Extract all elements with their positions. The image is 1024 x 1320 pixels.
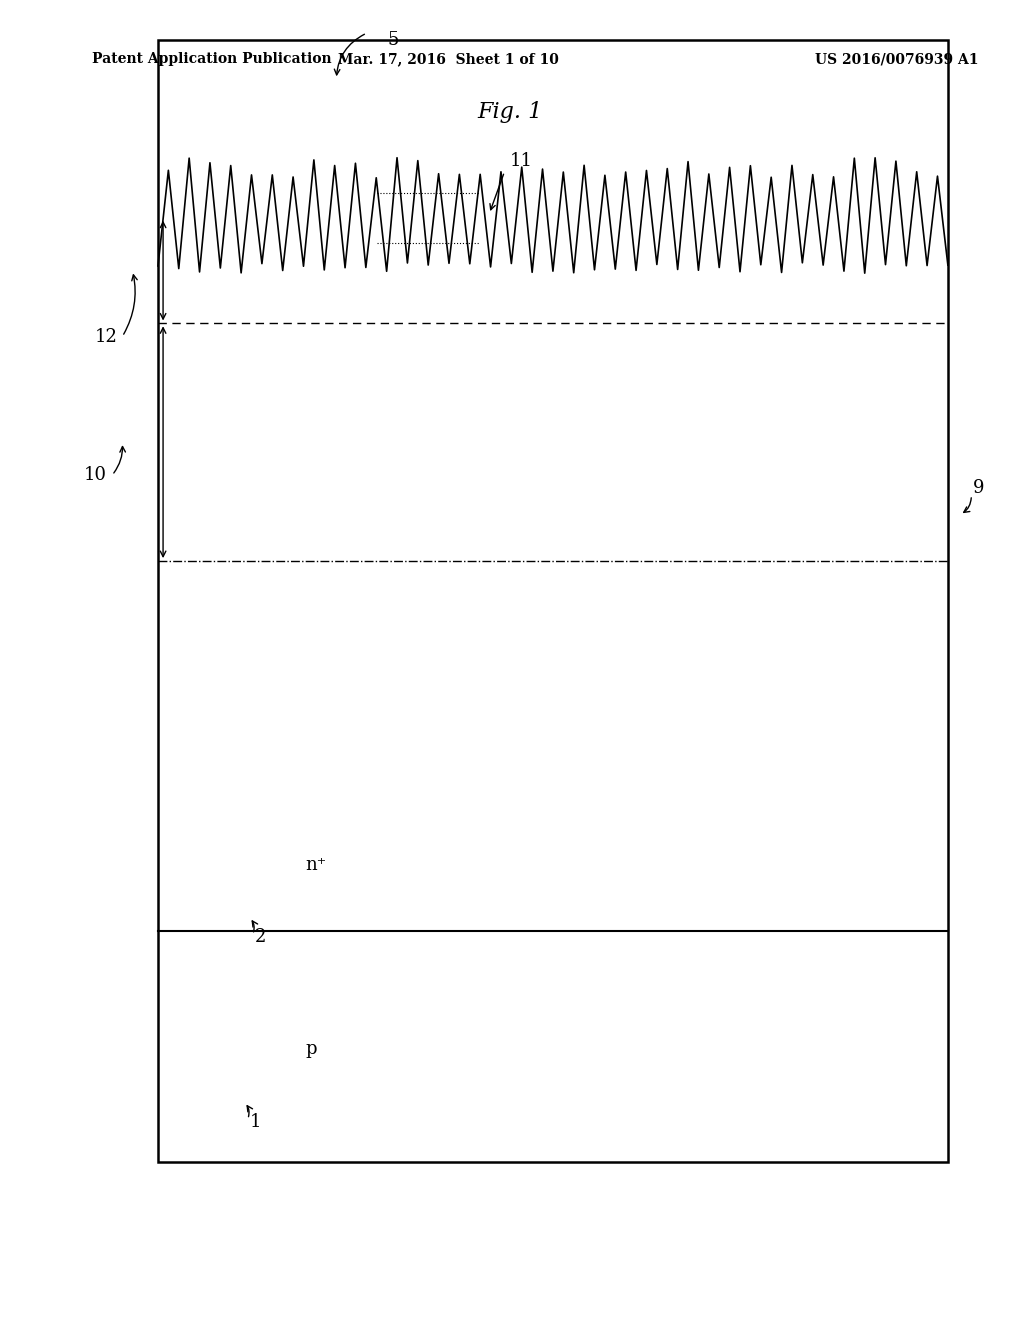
Text: 11: 11 [510,152,532,170]
FancyBboxPatch shape [158,40,948,1162]
Text: p: p [306,1040,317,1059]
Text: 12: 12 [94,327,117,346]
Text: Mar. 17, 2016  Sheet 1 of 10: Mar. 17, 2016 Sheet 1 of 10 [338,53,559,66]
Text: 2: 2 [255,928,266,946]
Text: 1: 1 [250,1113,261,1131]
Text: 5: 5 [387,30,398,49]
Text: Patent Application Publication: Patent Application Publication [92,53,332,66]
Text: Fig. 1: Fig. 1 [477,102,543,123]
Text: US 2016/0076939 A1: US 2016/0076939 A1 [815,53,979,66]
Text: 9: 9 [974,479,985,498]
Text: n⁺: n⁺ [306,855,327,874]
Text: 10: 10 [84,466,108,484]
